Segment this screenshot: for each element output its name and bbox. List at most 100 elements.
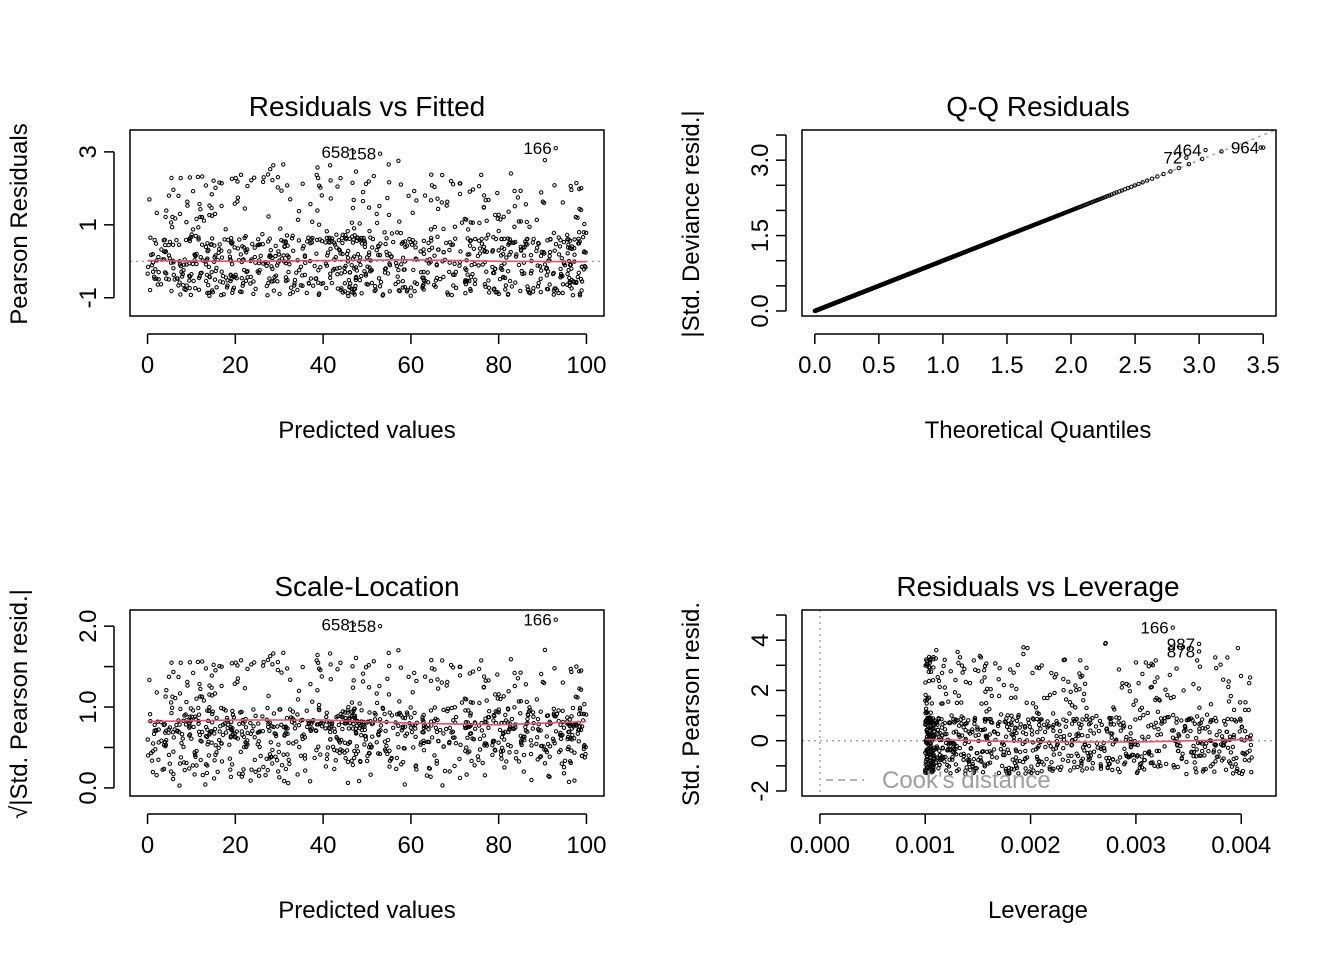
data-point [534,248,539,254]
data-point [1184,759,1189,765]
data-point [1052,690,1057,696]
data-point [441,250,446,255]
data-point [565,237,570,242]
data-point [325,250,331,255]
data-point [346,726,352,731]
data-point [332,240,337,245]
data-point [152,237,157,243]
data-point [1110,767,1115,773]
data-point [1105,194,1110,199]
data-point [236,771,242,776]
data-point [287,291,293,297]
data-point [374,248,379,253]
data-point [334,735,339,740]
data-point [1208,764,1213,769]
data-point [450,735,456,740]
data-point [271,724,276,730]
data-point [993,661,998,666]
data-point [370,245,375,250]
data-point [523,202,529,207]
data-point [551,738,556,744]
data-point [422,674,428,679]
data-point [457,263,462,268]
data-point [1156,727,1161,732]
data-point [352,755,357,761]
data-point [359,273,364,279]
data-point [288,285,294,290]
data-point [506,242,511,247]
data-point [360,671,366,676]
data-point [1075,753,1081,759]
data-point [1196,686,1202,691]
data-point [982,675,987,680]
data-point [277,707,282,712]
data-point [187,278,192,283]
data-point [486,278,491,283]
y-tick-label: -2 [747,780,774,801]
data-point [1226,684,1231,690]
data-point [492,266,498,272]
data-point [547,253,552,259]
data-point [468,700,473,705]
data-point [1098,766,1104,771]
data-point [1082,742,1088,748]
data-point [273,733,279,739]
data-point [468,238,474,243]
data-point [1088,728,1093,733]
data-point [556,708,561,713]
x-tick-label: 80 [485,352,512,379]
data-point [464,217,469,222]
data-point [207,274,212,279]
data-point [288,197,293,202]
data-point [1069,743,1074,748]
data-point [339,271,344,276]
data-point [324,714,329,720]
data-point [1133,717,1138,722]
data-point [203,762,209,767]
data-point [194,763,199,768]
data-point [541,680,547,686]
data-point [1006,750,1012,756]
data-point [953,762,959,767]
data-point [169,225,175,230]
data-point [243,278,249,283]
data-point [576,270,581,275]
data-point [324,229,329,234]
data-point [334,715,339,720]
data-point [1182,723,1188,729]
smoother-line [925,738,1252,743]
data-point [942,732,947,737]
data-point [1146,664,1152,669]
data-point [283,275,289,280]
data-point [1073,683,1078,688]
panel-qq-residuals: Q-Q Residuals Theoretical Quantiles |Std… [678,91,1280,444]
data-point [490,248,496,253]
data-point [154,210,160,216]
data-point [1048,744,1053,749]
data-point [1069,703,1075,708]
panel-scale-location: Scale-Location Predicted values √|Std. P… [6,571,606,924]
data-point [252,175,257,180]
data-point [1124,734,1129,740]
data-point [210,236,215,241]
data-point [510,240,515,245]
data-point [319,674,324,679]
data-point [238,658,244,663]
data-point [468,274,474,280]
data-point [973,733,978,738]
data-point [171,735,177,740]
data-point [345,255,351,260]
data-point [1140,734,1145,739]
data-point [284,233,290,238]
data-point [1076,721,1082,726]
data-point [1213,743,1218,748]
data-point [387,764,392,769]
data-point [528,751,534,757]
data-point [1191,743,1196,749]
data-point [1171,728,1176,733]
data-point [1258,145,1263,150]
data-point [205,249,210,254]
data-point [166,193,172,198]
data-point [1051,722,1056,728]
data-point [1078,674,1083,680]
